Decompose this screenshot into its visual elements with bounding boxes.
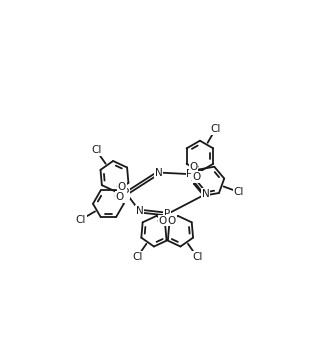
Text: O: O [189,162,198,172]
Text: Cl: Cl [211,124,221,134]
Text: Cl: Cl [76,215,86,225]
Text: N: N [202,189,210,199]
Text: Cl: Cl [132,252,142,262]
Text: N: N [155,167,163,177]
Text: O: O [118,182,126,192]
Text: Cl: Cl [91,145,102,156]
Text: P: P [186,169,193,179]
Text: N: N [136,206,143,216]
Text: O: O [168,216,176,226]
Text: Cl: Cl [233,187,244,197]
Text: P: P [164,209,170,219]
Text: P: P [123,188,129,198]
Text: O: O [115,192,124,202]
Text: O: O [159,216,167,226]
Text: O: O [193,172,201,182]
Text: Cl: Cl [192,252,202,262]
